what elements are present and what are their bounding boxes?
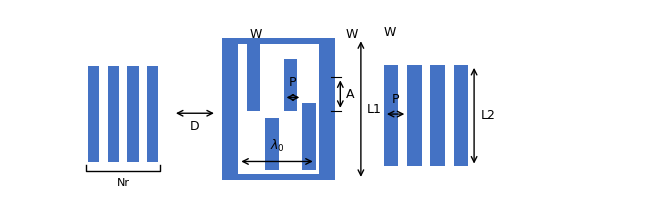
Text: D: D [190, 120, 199, 133]
Bar [222, 38, 335, 44]
Text: W: W [384, 26, 396, 39]
Bar [284, 59, 297, 111]
Bar [265, 118, 279, 170]
Bar [454, 65, 468, 167]
Bar [108, 66, 119, 162]
Text: W: W [345, 28, 358, 41]
Bar [127, 66, 139, 162]
Bar [384, 65, 398, 167]
Bar [88, 66, 100, 162]
Text: L2: L2 [480, 109, 495, 122]
Text: W: W [250, 28, 262, 41]
Bar [430, 65, 445, 167]
Text: P: P [290, 76, 297, 89]
Bar [407, 65, 422, 167]
Bar [246, 44, 260, 111]
Bar [321, 44, 334, 111]
Bar [222, 175, 335, 180]
Text: A: A [345, 88, 354, 101]
Bar [319, 38, 335, 180]
Text: P: P [392, 93, 399, 106]
Text: Nr: Nr [117, 178, 129, 188]
Bar [302, 103, 315, 170]
Bar [222, 38, 238, 180]
Text: L1: L1 [367, 103, 382, 116]
Bar [147, 66, 158, 162]
Text: $\lambda_0$: $\lambda_0$ [270, 138, 284, 154]
